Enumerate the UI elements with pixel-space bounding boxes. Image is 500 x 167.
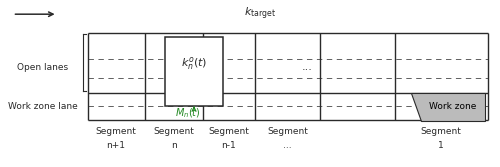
Text: $k_n^o(t)$: $k_n^o(t)$ [181,55,207,72]
Text: ...: ... [302,62,313,72]
Text: Work zone lane: Work zone lane [8,102,78,111]
Text: Work zone: Work zone [430,102,476,111]
Text: n+1: n+1 [106,141,126,150]
Text: n-1: n-1 [221,141,236,150]
Text: Segment: Segment [420,127,462,136]
Text: 1: 1 [438,141,444,150]
Text: Segment: Segment [267,127,308,136]
Bar [165,37,222,106]
Text: $k_{\rm target}$: $k_{\rm target}$ [244,5,276,22]
Text: $M_n(t)$: $M_n(t)$ [175,107,201,120]
Text: Segment: Segment [153,127,194,136]
Text: Segment: Segment [208,127,249,136]
Text: ...: ... [283,141,292,150]
Text: Segment: Segment [96,127,136,136]
Text: Open lanes: Open lanes [17,63,68,72]
Polygon shape [411,93,485,121]
Text: n: n [170,141,176,150]
